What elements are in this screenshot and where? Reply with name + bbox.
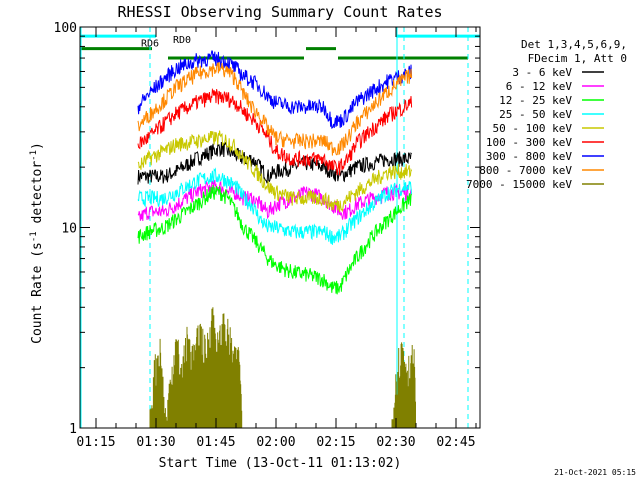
series-100-300-kev xyxy=(137,87,413,176)
legend-label: 6 - 12 keV xyxy=(506,80,573,93)
legend-header-detectors: Det 1,3,4,5,6,9, xyxy=(521,38,627,51)
y-tick-label: 1 xyxy=(69,422,77,437)
x-tick-label: 01:30 xyxy=(136,435,175,450)
x-tick-label: 02:00 xyxy=(256,435,295,450)
series-12-25-kev xyxy=(137,184,413,295)
legend-label: 100 - 300 keV xyxy=(486,136,572,149)
series-800-7000-kev xyxy=(137,61,413,156)
plot-frame xyxy=(79,26,481,429)
series-50-100-kev xyxy=(137,130,413,213)
legend-label: 300 - 800 keV xyxy=(486,150,572,163)
series-300-800-kev xyxy=(137,50,413,129)
x-tick-label: 02:45 xyxy=(436,435,475,450)
legend-label: 800 - 7000 keV xyxy=(479,164,572,177)
y-tick-label: 100 xyxy=(54,21,77,36)
legend: Det 1,3,4,5,6,9, FDecim 1, Att 0 3 - 6 k… xyxy=(466,38,627,191)
chart-title: RHESSI Observing Summary Count Rates xyxy=(117,3,442,21)
legend-label: 12 - 25 keV xyxy=(499,94,572,107)
legend-header-fdecim: FDecim 1, Att 0 xyxy=(528,52,627,65)
reference-lines xyxy=(80,27,480,428)
legend-label: 3 - 6 keV xyxy=(512,66,572,79)
series-7000-15000-kev xyxy=(149,307,416,428)
series-25-50-kev xyxy=(137,167,413,245)
axis-layer: 01:15 01:30 01:45 02:00 02:15 02:30 02:45 1 10 10… xyxy=(54,21,480,450)
y-axis-label: Count Rate (s-1 detector-1) xyxy=(29,142,45,344)
x-axis-label: Start Time (13-Oct-11 01:13:02) xyxy=(159,456,402,471)
x-tick-label: 01:45 xyxy=(196,435,235,450)
x-tick-label: 02:30 xyxy=(376,435,415,450)
x-tick-label: 02:15 xyxy=(316,435,355,450)
series-6-12-kev xyxy=(137,179,413,222)
series-3-6-kev xyxy=(137,141,412,185)
generation-timestamp: 21-Oct-2021 05:15 xyxy=(554,468,636,477)
y-tick-label: 10 xyxy=(61,222,77,237)
legend-label: 7000 - 15000 keV xyxy=(466,178,572,191)
annotation-rd6: RD6 xyxy=(141,38,159,49)
legend-label: 50 - 100 keV xyxy=(493,122,573,135)
x-tick-label: 01:15 xyxy=(76,435,115,450)
series-layer: RD6 RD0 xyxy=(137,35,416,428)
legend-label: 25 - 50 keV xyxy=(499,108,572,121)
annotation-rd0: RD0 xyxy=(173,35,191,46)
